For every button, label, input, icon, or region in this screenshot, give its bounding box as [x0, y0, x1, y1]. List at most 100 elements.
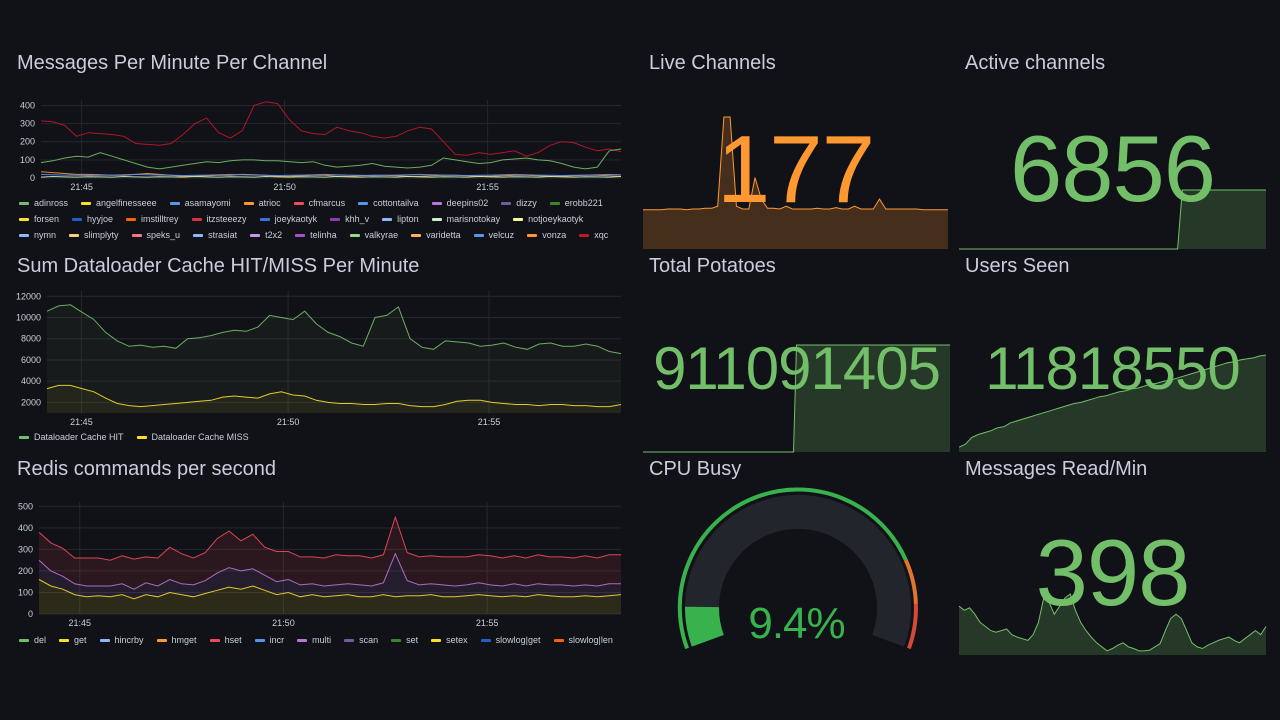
legend-swatch [549, 201, 560, 205]
legend-item[interactable]: khh_v [330, 214, 369, 224]
y-tick-label: 300 [20, 119, 35, 129]
x-tick-label: 21:45 [70, 182, 93, 192]
legend-item[interactable]: erobb221 [549, 198, 603, 208]
legend-item[interactable]: adinross [19, 198, 68, 208]
legend-item[interactable]: scan [344, 635, 378, 645]
legend-item[interactable]: varidetta [411, 230, 461, 240]
gauge-track [685, 494, 911, 647]
legend-swatch [72, 217, 83, 221]
panel-title[interactable]: Redis commands per second [17, 458, 277, 480]
legend-item[interactable]: Dataloader Cache HIT [19, 432, 124, 442]
legend-item[interactable]: telinha [295, 230, 337, 240]
messages-per-minute-chart[interactable]: 400 300 200 100 0 21:45 21:50 21:55 [17, 92, 627, 212]
x-tick-label: 21:55 [476, 618, 499, 628]
panel-title[interactable]: Live Channels [649, 52, 776, 74]
legend-label: Dataloader Cache HIT [34, 432, 124, 442]
legend-swatch [358, 201, 369, 205]
sparkline-area [643, 117, 948, 249]
legend-item[interactable]: cfmarcus [293, 198, 345, 208]
legend-label: notjoeykaotyk [528, 214, 584, 224]
legend-item[interactable]: cottontailva [358, 198, 419, 208]
legend-item[interactable]: vonza [527, 230, 566, 240]
legend-label: forsen [34, 214, 60, 224]
legend-item[interactable]: marisnotokay [431, 214, 500, 224]
dataloader-chart[interactable]: 12000 10000 8000 6000 4000 2000 21:45 21:50 21:5… [16, 287, 627, 437]
legend-label: del [34, 635, 47, 645]
legend-swatch [431, 217, 442, 221]
x-tick-label: 21:50 [273, 182, 296, 192]
y-tick-label: 8000 [21, 334, 41, 344]
panel-title[interactable]: Messages Per Minute Per Channel [17, 52, 328, 74]
legend-item[interactable]: get [59, 635, 87, 645]
legend-item[interactable]: hyyjoe [72, 214, 113, 224]
legend-item[interactable]: asamayomi [169, 198, 231, 208]
panel-title[interactable]: Total Potatoes [649, 255, 776, 277]
legend-item[interactable]: speks_u [131, 230, 180, 240]
sparkline-line [958, 354, 1267, 448]
legend-item[interactable]: forsen [19, 214, 59, 224]
legend-item[interactable]: multi [297, 635, 331, 645]
legend-item[interactable]: hset [209, 635, 242, 645]
legend-item[interactable]: nymn [19, 230, 56, 240]
x-tick-label: 21:45 [70, 417, 93, 427]
legend-item[interactable]: incr [254, 635, 284, 645]
legend-item[interactable]: dizzy [501, 198, 537, 208]
legend-item[interactable]: del [19, 635, 46, 645]
panel-title[interactable]: Messages Read/Min [965, 458, 1148, 480]
legend-item[interactable]: Dataloader Cache MISS [136, 432, 249, 442]
series-line [40, 173, 622, 177]
legend-item[interactable]: slowlog|get [480, 635, 541, 645]
legend-item[interactable]: deepins02 [431, 198, 489, 208]
legend-item[interactable]: velcuz [473, 230, 514, 240]
panel-title[interactable]: CPU Busy [649, 458, 742, 480]
panel-title[interactable]: Users Seen [965, 255, 1070, 277]
legend-swatch [19, 201, 29, 205]
sparkline-area [643, 345, 950, 452]
series-line [46, 384, 622, 408]
legend-swatch [431, 638, 442, 642]
x-tick-label: 21:55 [476, 182, 499, 192]
legend-label: hyyjoe [87, 214, 114, 224]
legend-item[interactable]: angelfinesseee [81, 198, 157, 208]
legend-swatch [209, 638, 220, 642]
legend-item[interactable]: strasiat [193, 230, 237, 240]
legend-item[interactable]: t2x2 [250, 230, 282, 240]
legend-item[interactable]: set [391, 635, 418, 645]
legend-item[interactable]: slowlog|len [553, 635, 613, 645]
legend-item[interactable]: notjoeykaotyk [513, 214, 583, 224]
legend-label: strasiat [208, 230, 238, 240]
legend-item[interactable]: imstilltrey [126, 214, 179, 224]
redis-commands-chart[interactable]: 500 400 300 200 100 0 21:45 21:50 21:55 [17, 494, 627, 644]
gauge-value-arc [685, 606, 724, 647]
active-channels-sparkline [959, 189, 1266, 250]
legend-label: multi [312, 635, 332, 645]
cpu-busy-value: 9.4% [748, 599, 845, 648]
y-tick-label: 12000 [16, 291, 41, 301]
series-line [40, 171, 622, 177]
legend-item[interactable]: joeykaotyk [259, 214, 317, 224]
sparkline-line [958, 593, 1267, 652]
legend-item[interactable]: hincrby [99, 635, 144, 645]
y-tick-label: 2000 [21, 397, 41, 407]
y-tick-label: 400 [20, 100, 35, 110]
legend-item[interactable]: xqc [579, 230, 608, 240]
legend-swatch [131, 233, 142, 237]
legend: adinross angelfinesseee asamayomi atrioc cfm… [19, 198, 619, 240]
legend-item[interactable]: slimplyty [69, 230, 119, 240]
legend-label: adinross [34, 198, 69, 208]
panel-title[interactable]: Sum Dataloader Cache HIT/MISS Per Minute [17, 255, 420, 277]
legend-item[interactable]: setex [431, 635, 468, 645]
legend-swatch [193, 233, 204, 237]
legend-swatch [69, 233, 80, 237]
panel-title[interactable]: Active channels [965, 52, 1106, 74]
legend-item[interactable]: itzsteeezy [191, 214, 247, 224]
legend-label: lipton [397, 214, 419, 224]
x-tick-label: 21:55 [478, 417, 501, 427]
legend-swatch [191, 217, 202, 221]
legend-item[interactable]: lipton [382, 214, 419, 224]
legend-item[interactable]: hmget [156, 635, 197, 645]
legend-item[interactable]: atrioc [243, 198, 281, 208]
legend-label: slowlog|get [495, 635, 541, 645]
legend-label: deepins02 [446, 198, 489, 208]
legend-item[interactable]: valkyrae [349, 230, 398, 240]
